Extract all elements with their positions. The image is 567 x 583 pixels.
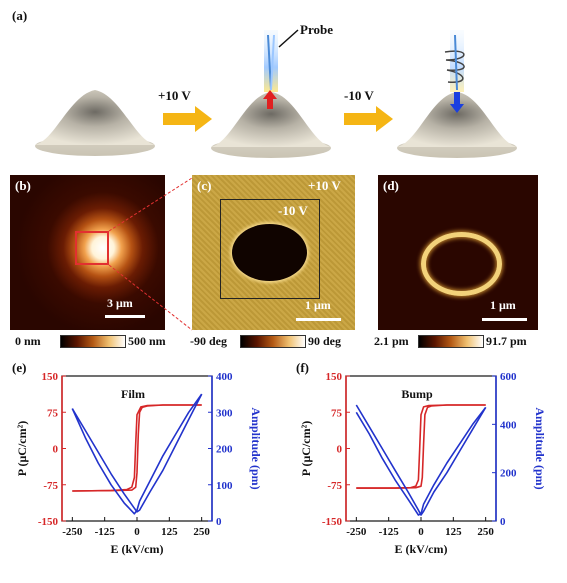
- chart-e-right-tick-label: 300: [216, 407, 233, 419]
- chart-f-left-tick-label: -75: [327, 480, 342, 492]
- colorbar-b: [60, 335, 126, 348]
- arrow-plus10v: [163, 106, 212, 132]
- chart-f-right-tick-label: 600: [500, 371, 517, 383]
- chart-e-x-tick-label: 125: [161, 526, 178, 538]
- chart-f-x-tick-label: -125: [379, 526, 400, 538]
- chart-f-left-tick-label: 75: [331, 407, 343, 419]
- panel-c-outer-voltage: +10 V: [308, 178, 341, 193]
- step2-voltage-label: -10 V: [344, 88, 374, 103]
- chart-e-right-tick-label: 200: [216, 444, 233, 456]
- panel-d-amplitude-image: [378, 175, 538, 330]
- chart-f-right-tick-label: 400: [500, 419, 517, 431]
- hysteresis-chart-e: -250 -125 0 125 250 150 75 0 -75 -150 400 300 200 100…: [12, 360, 263, 556]
- chart-e-x-tick-label: 250: [193, 526, 210, 538]
- chart-e-annotation: Film: [121, 387, 145, 401]
- panel-d-label: (d): [383, 178, 399, 193]
- chart-e-left-axis-label: P (μC/cm²): [15, 421, 29, 476]
- chart-f-x-axis-label: E (kV/cm): [395, 542, 448, 556]
- panel-b-afm-image: [10, 175, 165, 330]
- chart-f-left-tick-label: 0: [337, 444, 343, 456]
- colorbar-c: [240, 335, 306, 348]
- chart-e-amplitude-forward-line: [71, 393, 203, 513]
- chart-e-left-tick-label: 75: [47, 407, 59, 419]
- bump-poled-up: [211, 29, 331, 158]
- colorbar-d-max: 91.7 pm: [486, 334, 527, 348]
- chart-f-x-tick-label: 250: [477, 526, 494, 538]
- probe-label: Probe: [300, 22, 333, 37]
- colorbar-b-max: 500 nm: [128, 334, 166, 348]
- chart-e-x-tick-label: 0: [134, 526, 140, 538]
- panel-c-scalebar-label: 1 μm: [305, 298, 331, 312]
- chart-e-left-tick-label: 0: [53, 444, 59, 456]
- chart-f-amplitude-reverse-line: [355, 406, 487, 516]
- panel-b-scalebar-label: 3 μm: [107, 296, 133, 310]
- colorbar-c-max: 90 deg: [308, 334, 341, 348]
- chart-f-annotation: Bump: [401, 387, 433, 401]
- domain-wall-ring: [421, 232, 502, 296]
- chart-e-right-axis-label: Amplitude (pm): [249, 407, 263, 489]
- panel-c-inner-voltage: -10 V: [278, 203, 308, 218]
- colorbar-d-min: 2.1 pm: [374, 334, 409, 348]
- chart-f-left-tick-label: -150: [322, 516, 343, 528]
- chart-e-panel-label: (e): [12, 360, 26, 375]
- bump-poled-down: [397, 30, 517, 158]
- panel-a-schematic: [35, 29, 517, 158]
- chart-e-right-tick-label: 0: [216, 516, 222, 528]
- chart-e-right-tick-label: 400: [216, 371, 233, 383]
- chart-e-x-axis-label: E (kV/cm): [111, 542, 164, 556]
- step1-voltage-label: +10 V: [158, 88, 191, 103]
- arrow-minus10v: [344, 106, 393, 132]
- switched-domain: [232, 224, 307, 281]
- chart-e-right-tick-label: 100: [216, 480, 233, 492]
- chart-f-right-tick-label: 0: [500, 516, 506, 528]
- chart-f-left-tick-label: 150: [326, 371, 343, 383]
- write-box: [220, 199, 320, 299]
- chart-f-x-tick-label: 125: [445, 526, 462, 538]
- colorbar-b-min: 0 nm: [15, 334, 41, 348]
- chart-e-amplitude-reverse-line: [71, 393, 203, 515]
- chart-f-amplitude-forward-line: [355, 404, 487, 516]
- hysteresis-chart-f: -250 -125 0 125 250 150 75 0 -75 -150 600 400 200 0 (f…: [296, 360, 547, 556]
- bump-initial: [35, 90, 155, 156]
- panel-c-phase-image: [192, 175, 355, 330]
- chart-f-x-tick-label: 0: [418, 526, 424, 538]
- panel-b-label: (b): [15, 178, 31, 193]
- chart-f-left-axis-label: P (μC/cm²): [299, 421, 313, 476]
- panel-d-scalebar: [482, 318, 527, 321]
- panel-a-label: (a): [12, 8, 28, 23]
- chart-f-x-tick-label: -250: [346, 526, 367, 538]
- zoom-box: [75, 231, 109, 265]
- chart-f-panel-label: (f): [296, 360, 309, 375]
- chart-e-left-tick-label: -150: [38, 516, 59, 528]
- panel-b-scalebar: [105, 315, 145, 318]
- panel-d-scalebar-label: 1 μm: [490, 298, 516, 312]
- colorbar-c-min: -90 deg: [190, 334, 227, 348]
- colorbar-d: [418, 335, 484, 348]
- chart-e-x-tick-label: -250: [62, 526, 83, 538]
- panel-c-label: (c): [197, 178, 212, 193]
- panel-c-scalebar: [296, 318, 341, 321]
- chart-f-right-tick-label: 200: [500, 468, 517, 480]
- chart-e-x-tick-label: -125: [95, 526, 116, 538]
- chart-e-left-tick-label: 150: [42, 371, 59, 383]
- chart-f-right-axis-label: Amplitude (pm): [533, 407, 547, 489]
- chart-e-left-tick-label: -75: [43, 480, 58, 492]
